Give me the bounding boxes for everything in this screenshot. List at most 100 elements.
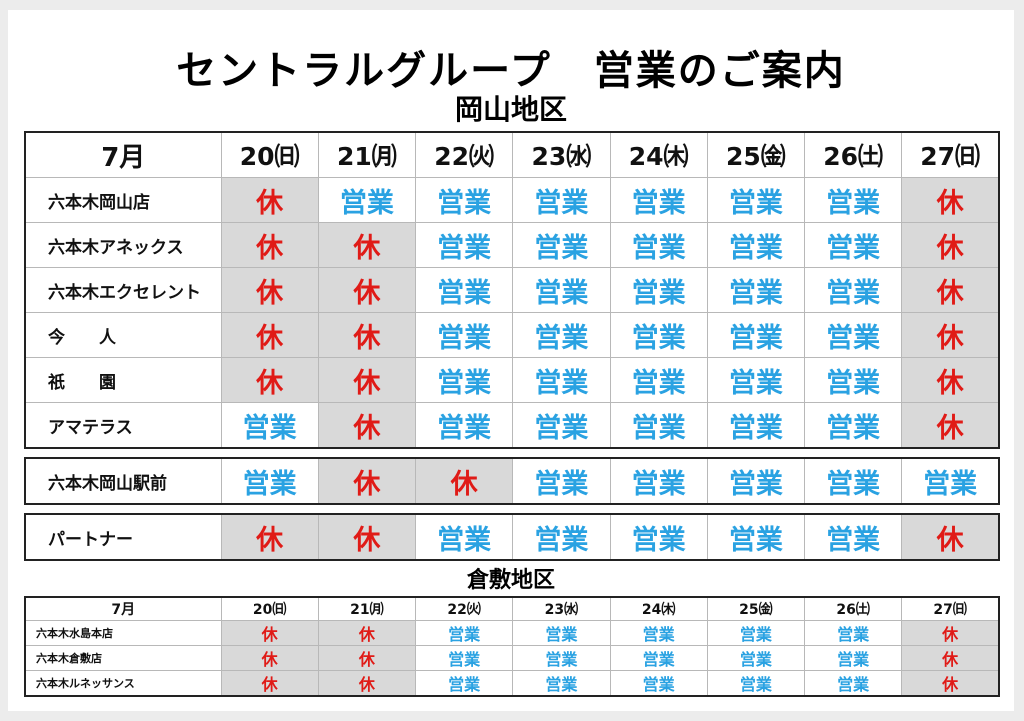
store-row: パートナー休休営業 営業 営業 営業 営業休 <box>24 513 1000 561</box>
store-row: 祇 園休休営業 営業 営業 営業 営業休 <box>24 357 1000 403</box>
okayama-table-2: 六本木岡山駅前 営業休休営業 営業 営業 営業 営業 <box>24 457 1000 505</box>
closed-cell: 休 <box>317 267 417 313</box>
open-cell: 営業 <box>512 222 611 268</box>
closed-cell: 休 <box>901 645 1000 671</box>
open-cell: 営業 <box>609 457 708 505</box>
store-name: アマテラス <box>24 402 222 449</box>
store-name: 六本木水島本店 <box>24 620 222 646</box>
closed-cell: 休 <box>220 312 319 358</box>
closed-cell: 休 <box>901 402 1000 449</box>
closed-cell: 休 <box>220 177 319 223</box>
store-row: 六本木ルネッサンス休休営業 営業 営業 営業 営業休 <box>24 670 1000 697</box>
closed-cell: 休 <box>317 457 417 505</box>
store-name: 六本木倉敷店 <box>24 645 222 671</box>
closed-cell: 休 <box>317 312 417 358</box>
open-cell: 営業 <box>803 222 903 268</box>
closed-cell: 休 <box>901 513 1000 561</box>
closed-cell: 休 <box>220 357 319 403</box>
store-name: 祇 園 <box>24 357 222 403</box>
day-header: 23㈬ <box>512 596 611 621</box>
closed-cell: 休 <box>317 402 417 449</box>
okayama-table-3: パートナー休休営業 営業 営業 営業 営業休 <box>24 513 1000 561</box>
schedule-sheet: セントラルグループ 営業のご案内 岡山地区 倉敷地区 7月 20㈰ 21㈪ 22㈫ 23… <box>8 10 1014 711</box>
day-header: 20㈰ <box>220 131 319 178</box>
store-row: 六本木アネックス休休営業 営業 営業 営業 営業休 <box>24 222 1000 268</box>
day-header: 27㈰ <box>901 596 1000 621</box>
store-row: 六本木倉敷店休休営業 営業 営業 営業 営業休 <box>24 645 1000 671</box>
month-header: 7月 <box>24 131 222 178</box>
open-cell: 営業 <box>706 513 806 561</box>
store-name: 六本木岡山駅前 <box>24 457 222 505</box>
open-cell: 営業 <box>803 402 903 449</box>
store-name: 六本木岡山店 <box>24 177 222 223</box>
open-cell: 営業 <box>609 402 708 449</box>
open-cell: 営業 <box>414 222 514 268</box>
okayama-table-1: 7月 20㈰ 21㈪ 22㈫ 23㈬ 24㈭ 25㈮ 26㈯ 27㈰ 六本木岡山店休営業 営業 営業営… <box>24 131 1000 449</box>
open-cell: 営業 <box>609 312 708 358</box>
open-cell: 営業 <box>803 177 903 223</box>
store-row: アマテラス 営業休営業 営業 営業 営業 営業休 <box>24 402 1000 449</box>
day-header: 27㈰ <box>901 131 1000 178</box>
store-row: 今 人休休営業 営業 営業 営業 営業休 <box>24 312 1000 358</box>
store-name: 六本木ルネッサンス <box>24 670 222 697</box>
store-name: 六本木アネックス <box>24 222 222 268</box>
day-header: 25㈮ <box>706 131 806 178</box>
open-cell: 営業 <box>706 177 806 223</box>
closed-cell: 休 <box>414 457 514 505</box>
open-cell: 営業 <box>803 312 903 358</box>
open-cell: 営業 <box>706 645 806 671</box>
open-cell: 営業 <box>803 620 903 646</box>
open-cell: 営業 <box>901 457 1000 505</box>
open-cell: 営業 <box>512 312 611 358</box>
open-cell: 営業 <box>414 670 514 697</box>
header-row: 7月 20㈰ 21㈪ 22㈫ 23㈬ 24㈭ 25㈮ 26㈯ 27㈰ <box>24 596 1000 621</box>
closed-cell: 休 <box>901 312 1000 358</box>
closed-cell: 休 <box>901 357 1000 403</box>
open-cell: 営業 <box>414 402 514 449</box>
closed-cell: 休 <box>220 645 319 671</box>
open-cell: 営業 <box>414 312 514 358</box>
open-cell: 営業 <box>706 222 806 268</box>
closed-cell: 休 <box>901 222 1000 268</box>
day-header: 21㈪ <box>317 131 417 178</box>
open-cell: 営業 <box>803 645 903 671</box>
open-cell: 営業 <box>706 312 806 358</box>
store-name: パートナー <box>24 513 222 561</box>
open-cell: 営業 <box>706 402 806 449</box>
closed-cell: 休 <box>220 513 319 561</box>
open-cell: 営業 <box>220 457 319 505</box>
day-header: 24㈭ <box>609 596 708 621</box>
store-row: 六本木岡山店休営業 営業 営業 営業 営業 営業休 <box>24 177 1000 223</box>
open-cell: 営業 <box>609 513 708 561</box>
closed-cell: 休 <box>317 645 417 671</box>
page-title: セントラルグループ 営業のご案内 <box>176 47 846 94</box>
open-cell: 営業 <box>706 670 806 697</box>
open-cell: 営業 <box>609 222 708 268</box>
closed-cell: 休 <box>220 620 319 646</box>
open-cell: 営業 <box>803 513 903 561</box>
day-header: 24㈭ <box>609 131 708 178</box>
day-header: 23㈬ <box>512 131 611 178</box>
closed-cell: 休 <box>220 267 319 313</box>
open-cell: 営業 <box>220 402 319 449</box>
store-row: 六本木エクセレント休休営業 営業 営業 営業 営業休 <box>24 267 1000 313</box>
open-cell: 営業 <box>706 357 806 403</box>
day-header: 26㈯ <box>803 596 903 621</box>
open-cell: 営業 <box>512 670 611 697</box>
closed-cell: 休 <box>317 620 417 646</box>
open-cell: 営業 <box>414 620 514 646</box>
open-cell: 営業 <box>414 177 514 223</box>
header-row: 7月 20㈰ 21㈪ 22㈫ 23㈬ 24㈭ 25㈮ 26㈯ 27㈰ <box>24 131 1000 178</box>
open-cell: 営業 <box>609 645 708 671</box>
open-cell: 営業 <box>609 177 708 223</box>
open-cell: 営業 <box>414 513 514 561</box>
day-header: 20㈰ <box>220 596 319 621</box>
open-cell: 営業 <box>414 645 514 671</box>
closed-cell: 休 <box>317 513 417 561</box>
closed-cell: 休 <box>901 670 1000 697</box>
closed-cell: 休 <box>317 670 417 697</box>
store-name: 今 人 <box>24 312 222 358</box>
store-row: 六本木岡山駅前 営業休休営業 営業 営業 営業 営業 <box>24 457 1000 505</box>
open-cell: 営業 <box>512 513 611 561</box>
kurashiki-table: 7月 20㈰ 21㈪ 22㈫ 23㈬ 24㈭ 25㈮ 26㈯ 27㈰ 六本木水島本店休休営業 営業営… <box>24 596 1000 697</box>
